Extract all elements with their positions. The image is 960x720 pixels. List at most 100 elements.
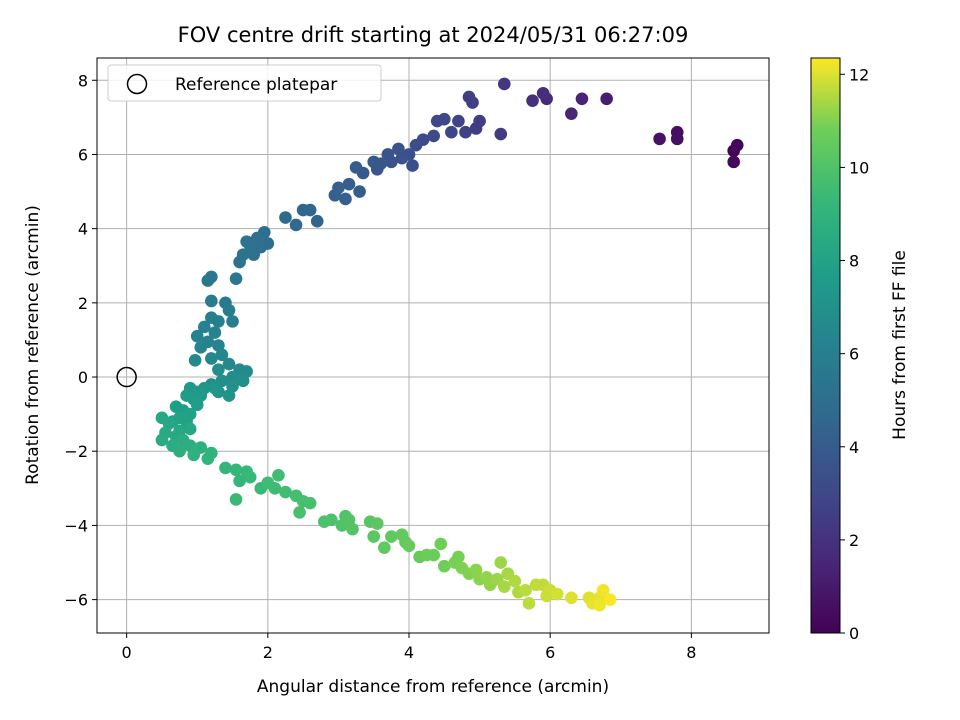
data-point [173, 444, 186, 458]
data-point [183, 422, 197, 436]
data-point [169, 400, 183, 414]
data-point [459, 125, 472, 139]
data-point [349, 161, 363, 174]
data-point [328, 188, 342, 202]
data-point [194, 341, 208, 354]
data-point [437, 559, 451, 573]
colorbar-tick-label: 12 [849, 65, 869, 84]
data-point [381, 148, 395, 161]
scatter-points [116, 77, 744, 612]
data-point [427, 548, 441, 562]
data-point [226, 315, 239, 328]
data-point [565, 591, 578, 605]
data-point [222, 357, 236, 371]
data-point [600, 92, 613, 106]
data-point [240, 235, 253, 248]
data-point [377, 541, 391, 554]
colorbar-label: Hours from first FF file [890, 250, 910, 440]
data-point [670, 132, 684, 146]
data-point [445, 125, 458, 139]
y-tick-label: −4 [64, 516, 88, 535]
data-point [293, 506, 306, 519]
y-axis-label: Rotation from reference (arcmin) [23, 205, 43, 485]
colorbar-tick-label: 8 [849, 252, 859, 271]
data-point [205, 352, 218, 365]
data-point [187, 448, 201, 462]
data-point [279, 485, 292, 499]
data-point [205, 311, 218, 324]
data-point [339, 192, 352, 206]
data-point [565, 107, 578, 120]
colorbar-tick-label: 10 [849, 158, 869, 177]
data-point [205, 294, 218, 308]
data-point [593, 598, 606, 612]
y-tick-label: 0 [78, 368, 88, 387]
data-point [190, 398, 204, 412]
y-tick-label: 8 [78, 71, 88, 90]
data-point [219, 461, 232, 475]
reference-platepar-marker [116, 366, 137, 388]
data-point [494, 127, 508, 141]
y-tick-label: −2 [64, 442, 88, 461]
colorbar: 0 2 4 6 8 10 12 Hours from first FF file [810, 57, 910, 643]
y-tick-label: 6 [78, 145, 88, 164]
data-point [522, 597, 536, 610]
data-point [536, 86, 550, 100]
data-point [434, 537, 448, 551]
data-point [452, 550, 465, 564]
data-point [222, 303, 236, 317]
x-tick-label: 8 [686, 643, 696, 662]
data-point [342, 513, 356, 527]
data-point [367, 155, 381, 169]
colorbar-tick-label: 2 [849, 531, 859, 550]
data-point [430, 114, 444, 128]
data-point [303, 496, 317, 510]
data-point [201, 452, 215, 465]
y-axis-ticks: −6 −4 −2 0 2 4 6 8 [64, 71, 97, 610]
data-point [310, 214, 324, 228]
data-point [550, 587, 564, 601]
data-point [519, 584, 532, 597]
data-point [452, 114, 465, 128]
x-axis-ticks: 0 2 4 6 8 [122, 633, 696, 662]
data-point [427, 129, 441, 143]
data-point [402, 539, 416, 553]
data-point [208, 326, 222, 339]
data-point [197, 320, 211, 334]
data-point [370, 517, 384, 530]
colorbar-tick-label: 6 [849, 345, 859, 364]
data-point [190, 329, 204, 343]
data-point [353, 185, 366, 198]
data-point [392, 142, 405, 156]
legend-marker-icon [126, 73, 148, 95]
data-point [272, 469, 285, 482]
data-point [233, 255, 246, 269]
x-tick-label: 6 [545, 643, 555, 662]
data-point [229, 272, 243, 286]
y-tick-label: 4 [78, 220, 88, 239]
data-point [212, 363, 225, 376]
data-point [596, 584, 610, 597]
y-tick-label: 2 [78, 294, 88, 313]
data-point [730, 138, 744, 152]
x-tick-label: 2 [263, 643, 273, 662]
colorbar-ticks: 0 2 4 6 8 10 12 [840, 65, 869, 643]
data-point [188, 354, 202, 367]
legend-entry: Reference platepar [175, 75, 337, 95]
data-point [279, 211, 292, 224]
data-point [215, 348, 229, 362]
plot-frame [96, 57, 770, 634]
data-point [289, 218, 303, 232]
data-point [229, 493, 243, 506]
data-point [342, 177, 356, 191]
data-point [243, 470, 257, 484]
data-point [406, 159, 419, 172]
data-point [497, 77, 511, 91]
data-point [296, 203, 310, 217]
data-point [226, 370, 239, 384]
data-point [325, 513, 338, 527]
chart-title: FOV centre drift starting at 2024/05/31 … [178, 23, 689, 47]
data-point [469, 122, 483, 135]
legend: Reference platepar [107, 64, 382, 102]
